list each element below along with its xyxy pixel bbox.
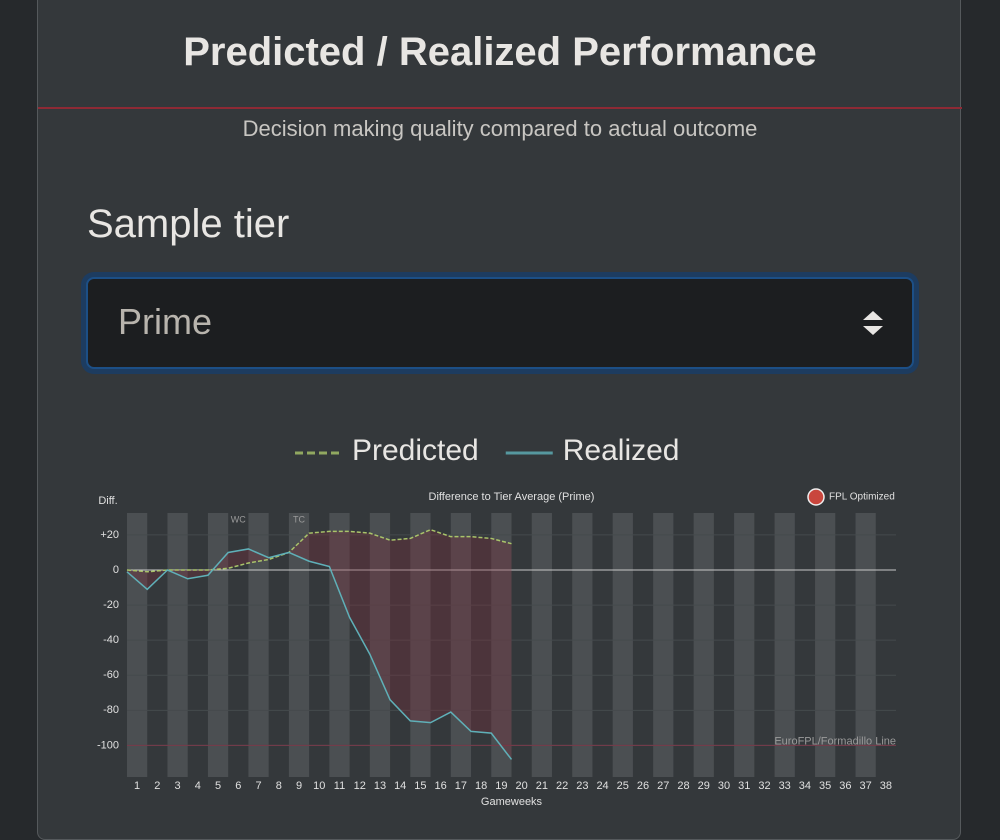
x-tick-label: 15	[414, 780, 426, 792]
x-tick-label: 3	[175, 780, 181, 792]
x-tick-label: 7	[255, 780, 261, 792]
logo	[807, 488, 825, 506]
x-tick-label: 36	[839, 780, 851, 792]
gameweek-band	[531, 513, 552, 777]
select-arrows	[863, 311, 883, 335]
gameweek-band	[612, 513, 633, 777]
page: {"header": {"title": "Predicted / Realiz…	[37, 0, 962, 840]
x-tick-label: 29	[698, 780, 710, 792]
y-tick-label: -40	[103, 634, 119, 646]
y-tick-label: -20	[103, 599, 119, 611]
x-tick-label: 10	[313, 780, 325, 792]
x-tick-label: 31	[738, 780, 750, 792]
x-tick-label: 38	[880, 780, 892, 792]
series-line	[126, 548, 513, 760]
legend-label: Realized	[563, 434, 680, 467]
y-tick-label: +20	[100, 529, 119, 541]
x-tick-label: 25	[617, 780, 629, 792]
gameweek-band	[288, 513, 310, 777]
gap-area	[127, 529, 512, 760]
gameweek-band	[572, 513, 593, 777]
gameweek-band	[167, 513, 188, 777]
x-tick-label: 22	[556, 780, 568, 792]
x-tick-label: 21	[536, 780, 548, 792]
gameweek-band	[410, 513, 431, 777]
gameweek-band	[369, 513, 391, 777]
gameweek-band	[734, 513, 755, 777]
x-tick-label: 2	[154, 780, 160, 792]
gameweek-band	[855, 513, 876, 777]
y-tick-label: 0	[113, 564, 119, 576]
x-tick-label: 13	[374, 780, 386, 792]
gameweek-band	[815, 513, 836, 777]
chip-annotation: WC	[231, 514, 246, 524]
chart-title: Difference to Tier Average (Prime)	[429, 491, 595, 503]
x-tick-label: 37	[860, 780, 872, 792]
legend-label: Predicted	[352, 434, 479, 467]
x-tick-label: 8	[276, 780, 282, 792]
gameweek-band	[653, 513, 674, 777]
gameweek-band	[450, 513, 472, 777]
x-tick-label: 23	[576, 780, 588, 792]
page-subtitle: Decision making quality compared to actu…	[242, 116, 758, 141]
chart: Predicted Realized Difference to Tier Aver…	[97, 434, 896, 808]
page-title: Predicted / Realized Performance	[183, 30, 817, 74]
x-tick-label: 32	[758, 780, 770, 792]
select-label: Sample tier	[87, 202, 290, 246]
x-tick-label: 6	[235, 780, 241, 792]
x-tick-label: 1	[134, 780, 140, 792]
x-tick-label: 17	[455, 780, 467, 792]
x-tick-label: 24	[596, 780, 608, 792]
y-tick-label: -100	[97, 739, 119, 751]
x-tick-label: 14	[394, 780, 406, 792]
reference-label: EuroFPL/Formadillo Line	[774, 735, 896, 747]
x-tick-label: 27	[657, 780, 669, 792]
x-tick-label: 30	[718, 780, 730, 792]
select-value: Prime	[118, 301, 213, 342]
y-tick-label: -60	[103, 669, 119, 681]
gameweek-band	[693, 513, 714, 777]
x-tick-label: 19	[495, 780, 507, 792]
x-tick-label: 28	[677, 780, 689, 792]
x-tick-label: 33	[779, 780, 791, 792]
gameweek-band	[491, 513, 512, 777]
x-tick-label: 11	[334, 780, 345, 792]
x-tick-label: 34	[799, 780, 811, 792]
y-axis-label: Diff.	[98, 495, 117, 507]
gameweek-band	[774, 513, 795, 777]
x-tick-label: 20	[515, 780, 527, 792]
chip-annotation: TC	[293, 514, 305, 524]
y-tick-label: -80	[103, 704, 119, 716]
gameweek-band	[248, 513, 269, 777]
x-tick-label: 16	[435, 780, 447, 792]
x-tick-label: 26	[637, 780, 649, 792]
x-tick-label: 5	[215, 780, 221, 792]
tier-select[interactable]: Prime	[86, 277, 914, 369]
x-tick-label: 18	[475, 780, 487, 792]
x-tick-label: 4	[195, 780, 201, 792]
gameweek-band	[207, 513, 229, 777]
x-axis-label: Gameweeks	[481, 796, 543, 808]
x-tick-label: 12	[354, 780, 366, 792]
divider	[38, 107, 962, 109]
gameweek-band	[127, 513, 148, 777]
x-tick-label: 35	[819, 780, 831, 792]
watermark: FPL Optimized	[829, 492, 895, 503]
x-tick-label: 9	[296, 780, 302, 792]
